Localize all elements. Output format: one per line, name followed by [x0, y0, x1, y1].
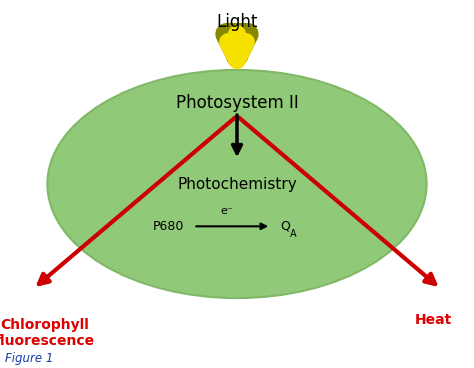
Text: Photochemistry: Photochemistry [177, 177, 297, 191]
Text: Light: Light [216, 13, 258, 31]
Text: Q: Q [281, 220, 291, 233]
Text: A: A [290, 229, 297, 239]
Text: P680: P680 [153, 220, 184, 233]
Text: Photosystem II: Photosystem II [176, 94, 298, 112]
Ellipse shape [47, 70, 427, 298]
Text: e⁻: e⁻ [220, 206, 233, 216]
Text: Figure 1: Figure 1 [5, 352, 53, 365]
Text: Heat: Heat [415, 313, 452, 327]
Text: Chlorophyll
fluorescence: Chlorophyll fluorescence [0, 318, 95, 348]
